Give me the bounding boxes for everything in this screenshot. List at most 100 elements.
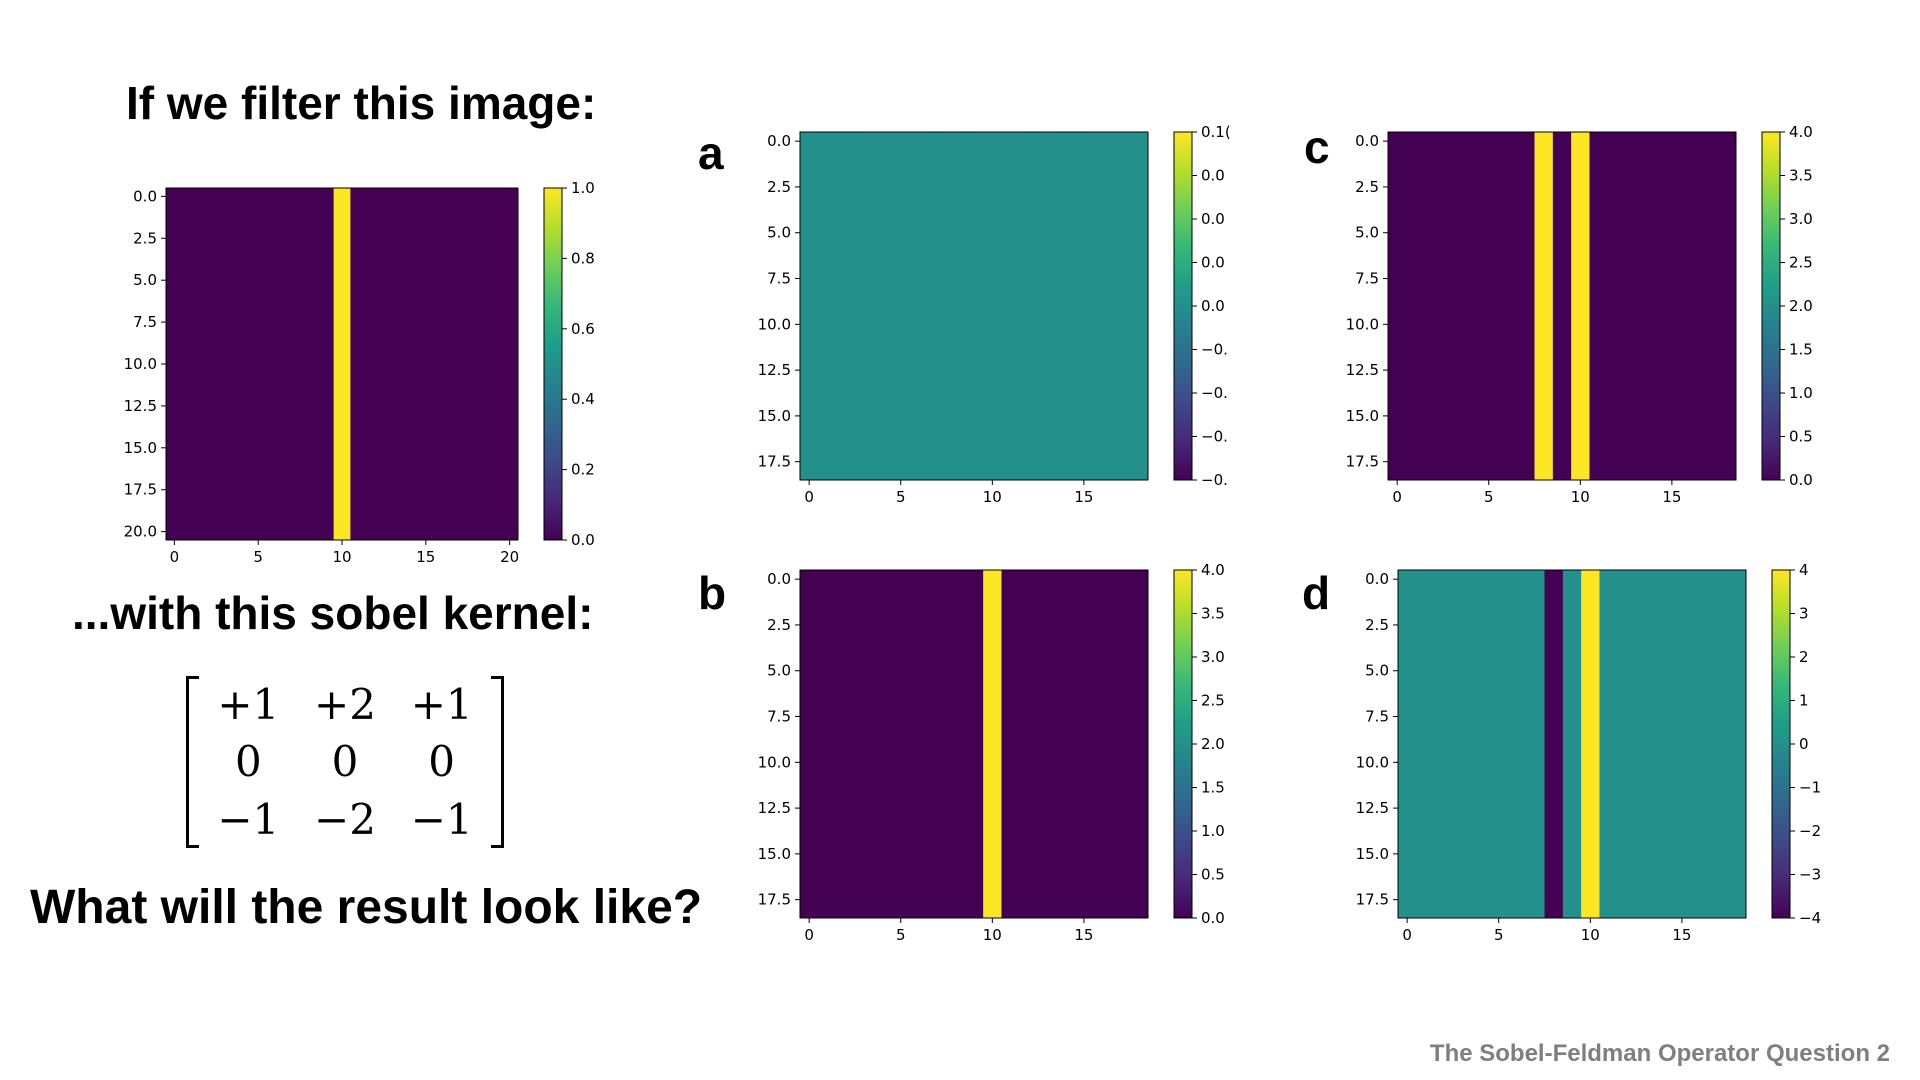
heatmap-cell-column — [1434, 570, 1454, 918]
y-tick-label: 7.5 — [767, 270, 791, 288]
colorbar-tick-label: 3.0 — [1789, 210, 1813, 228]
colorbar-tick-label: 2.5 — [1201, 692, 1225, 710]
y-tick-label: 0.0 — [133, 187, 157, 205]
colorbar-tick-label: −2 — [1799, 822, 1821, 840]
heatmap-cell-column — [383, 188, 402, 540]
colorbar-tick-label: 4.0 — [1789, 123, 1813, 141]
heatmap-cell-column — [946, 570, 966, 918]
heatmap-cell-column — [316, 188, 335, 540]
slide-footer: The Sobel-Feldman Operator Question 2 — [1429, 1040, 1890, 1067]
x-tick-label: 0 — [1392, 488, 1402, 506]
heatmap-cell-column — [1617, 570, 1637, 918]
x-tick-label: 5 — [253, 548, 263, 566]
colorbar-tick-label: 0.0 — [1201, 210, 1225, 228]
colorbar-tick-label: 0.4 — [571, 390, 595, 408]
heatmap-cell-column — [1111, 132, 1131, 480]
y-tick-label: 10.0 — [1346, 315, 1379, 333]
y-tick-label: 5.0 — [1355, 224, 1379, 242]
x-tick-label: 5 — [896, 488, 906, 506]
matrix-right-bracket — [491, 676, 504, 848]
y-tick-label: 7.5 — [1355, 270, 1379, 288]
colorbar-tick-label: −0. — [1201, 471, 1228, 489]
x-tick-label: 0 — [804, 488, 814, 506]
sobel-kernel-matrix: +1 +2 +1 0 0 0 −1 −2 −1 — [186, 676, 504, 848]
kernel-cell: −1 — [410, 794, 473, 844]
heatmap-cell-column — [1691, 570, 1710, 918]
answer-label-d: d — [1302, 567, 1331, 619]
heatmap-cell-column — [249, 188, 267, 540]
matrix-left-bracket — [186, 676, 199, 848]
kernel-cell: 0 — [428, 737, 456, 787]
y-tick-label: 12.5 — [758, 361, 791, 379]
x-tick-label: 0 — [1402, 926, 1412, 944]
heatmap-cell-column — [1019, 570, 1039, 918]
y-tick-label: 2.5 — [767, 616, 791, 634]
colorbar-tick-label: 3.5 — [1201, 605, 1225, 623]
heatmap-cell-column — [1534, 132, 1554, 480]
kernel-cell: 0 — [234, 737, 262, 787]
heatmap-cell-column — [1636, 570, 1655, 918]
x-tick-label: 10 — [1581, 926, 1600, 944]
colorbar-tick-label: 1 — [1799, 692, 1809, 710]
heatmap-cell-column — [946, 132, 966, 480]
colorbar-tick-label: 0.5 — [1201, 866, 1225, 884]
heatmap-cell-column — [1562, 570, 1582, 918]
y-tick-label: 15.0 — [1356, 845, 1389, 863]
kernel-cell: −2 — [314, 794, 376, 844]
heatmap-cell-column — [800, 132, 819, 480]
heatmap-cell-column — [909, 570, 929, 918]
heatmap-cell-column — [873, 132, 892, 480]
heatmap-cell-column — [166, 188, 184, 540]
y-tick-label: 17.5 — [1346, 453, 1379, 471]
heatmap-cell-column — [836, 132, 856, 480]
y-tick-label: 17.5 — [758, 453, 791, 471]
y-tick-label: 12.5 — [1356, 799, 1389, 817]
colorbar — [543, 187, 563, 541]
y-tick-label: 0.0 — [767, 570, 791, 588]
heatmap-cell-column — [1129, 570, 1149, 918]
heatmap-cell-column — [1074, 570, 1094, 918]
kernel-cell: +1 — [410, 680, 473, 730]
y-tick-label: 12.5 — [124, 397, 157, 415]
heatmap-cell-column — [501, 188, 519, 540]
heatmap-cell-column — [1074, 132, 1094, 480]
heatmap-cell-column — [909, 132, 929, 480]
heatmap-cell-column — [1589, 132, 1609, 480]
colorbar-tick-label: 1.5 — [1789, 341, 1813, 359]
x-tick-label: 15 — [416, 548, 435, 566]
x-tick-label: 10 — [983, 488, 1002, 506]
heatmap-cell-column — [400, 188, 418, 540]
x-tick-label: 0 — [170, 548, 180, 566]
heatmap-cell-column — [928, 570, 947, 918]
answer-b-heatmap: 0.0 2.5 5.0 7.5 10.0 12.5 15.0 17.5 0 5 10 15 0.0 0.5… — [758, 561, 1225, 944]
heatmap-cell-column — [1442, 132, 1462, 480]
colorbar-tick-label: 2.5 — [1789, 254, 1813, 272]
heatmap-cell-column — [467, 188, 485, 540]
y-tick-label: 0.0 — [1355, 132, 1379, 150]
x-tick-label: 15 — [1672, 926, 1691, 944]
colorbar-tick-label: 0.2 — [571, 461, 595, 479]
y-tick-label: 7.5 — [767, 708, 791, 726]
y-tick-label: 2.5 — [133, 229, 157, 247]
heatmap-cell-column — [1507, 570, 1527, 918]
colorbar-tick-label: 0.0 — [1201, 167, 1225, 185]
question-heading: What will the result look like? — [30, 881, 703, 934]
colorbar-tick-label: 2.0 — [1201, 735, 1225, 753]
heatmap-cell-column — [1544, 570, 1564, 918]
y-tick-label: 0.0 — [1365, 570, 1389, 588]
heatmap-cell-column — [1056, 132, 1076, 480]
colorbar-tick-label: −4 — [1799, 909, 1821, 927]
heatmap-cell-column — [266, 188, 284, 540]
heatmap-cell-column — [1038, 570, 1057, 918]
heatmap-cell-column — [1662, 132, 1682, 480]
heatmap-cell-column — [1471, 570, 1490, 918]
colorbar — [1771, 569, 1791, 919]
colorbar-tick-label: 0.8 — [571, 249, 595, 267]
heatmap-cell-column — [800, 570, 819, 918]
y-tick-label: 10.0 — [758, 315, 791, 333]
heatmap-cell-column — [367, 188, 385, 540]
x-tick-label: 10 — [332, 548, 351, 566]
heatmap-cell-column — [983, 132, 1002, 480]
y-tick-label: 10.0 — [124, 355, 157, 373]
heatmap-cell-column — [1056, 570, 1076, 918]
